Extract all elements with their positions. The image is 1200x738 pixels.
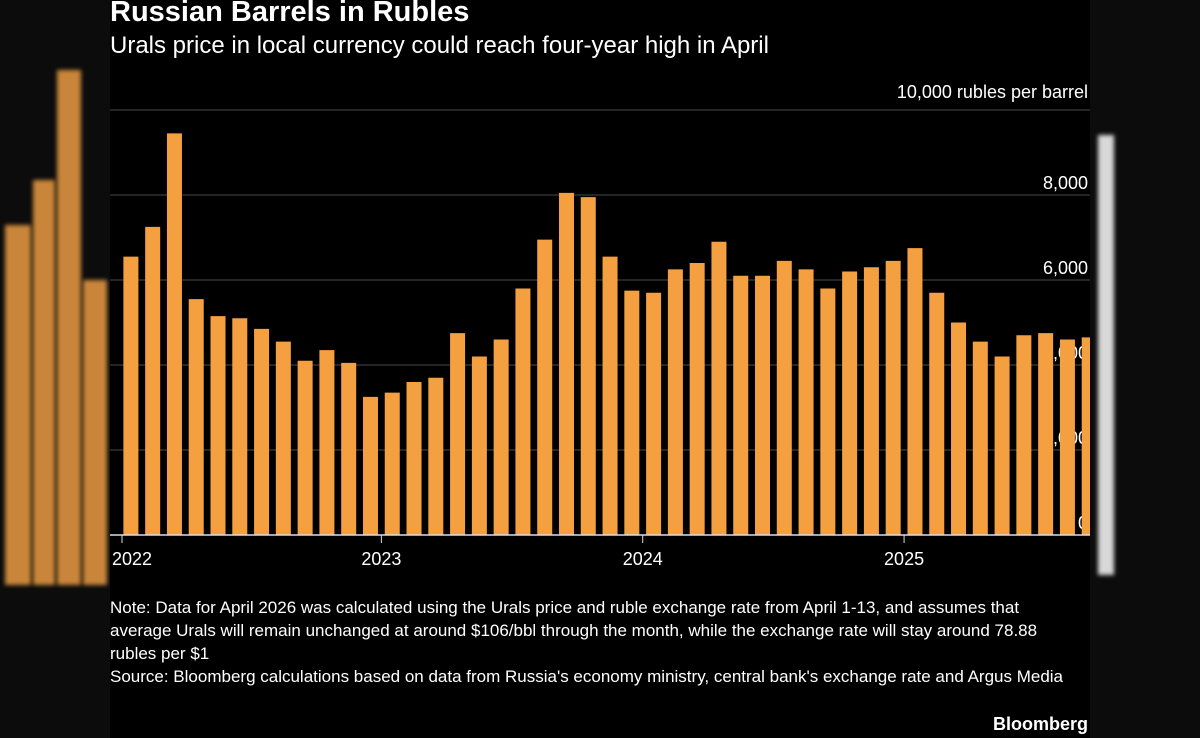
bar bbox=[362, 396, 378, 535]
bar bbox=[406, 382, 422, 535]
bar bbox=[558, 192, 574, 535]
blurred-bar bbox=[33, 180, 55, 585]
bar bbox=[123, 256, 139, 535]
chart-title: Russian Barrels in Rubles bbox=[110, 0, 470, 28]
x-tick-label: 2025 bbox=[884, 549, 924, 569]
source-text: Source: Bloomberg calculations based on … bbox=[110, 667, 1064, 686]
background-blur-right bbox=[1090, 0, 1200, 738]
y-tick-label: 8,000 bbox=[1043, 173, 1088, 193]
footnote: Note: Data for April 2026 was calculated… bbox=[110, 596, 1085, 688]
bar bbox=[667, 269, 683, 535]
bar bbox=[755, 275, 771, 535]
bar bbox=[537, 239, 553, 535]
bar bbox=[145, 226, 161, 535]
background-blur-left bbox=[0, 0, 110, 738]
bar bbox=[166, 133, 182, 535]
bar bbox=[842, 271, 858, 535]
bloomberg-logo: Bloomberg bbox=[992, 714, 1088, 734]
bar bbox=[493, 339, 509, 535]
bar bbox=[929, 292, 945, 535]
bar bbox=[972, 341, 988, 535]
blurred-bar bbox=[5, 225, 31, 585]
bar bbox=[776, 260, 792, 535]
bar bbox=[798, 269, 814, 535]
bar bbox=[450, 333, 466, 535]
bar bbox=[602, 256, 618, 535]
bar bbox=[994, 356, 1010, 535]
bar bbox=[820, 288, 836, 535]
bar-chart: 8,0006,0004,0002,00002022202320242025202… bbox=[110, 109, 1090, 569]
bar bbox=[907, 248, 923, 535]
bar bbox=[646, 292, 662, 535]
bar bbox=[1081, 337, 1090, 535]
bar bbox=[319, 350, 335, 535]
bar bbox=[885, 260, 901, 535]
bar bbox=[275, 341, 291, 535]
y-tick-label: 6,000 bbox=[1043, 258, 1088, 278]
bar bbox=[951, 322, 967, 535]
chart-subtitle: Urals price in local currency could reac… bbox=[110, 32, 769, 59]
bar bbox=[384, 392, 400, 535]
blurred-bar bbox=[57, 70, 81, 585]
x-tick-label: 2022 bbox=[112, 549, 152, 569]
blurred-highlight-bar bbox=[1098, 135, 1114, 575]
chart-card: Russian Barrels in Rubles Urals price in… bbox=[110, 0, 1090, 738]
x-tick-label: 2024 bbox=[623, 549, 663, 569]
bar bbox=[232, 318, 248, 535]
bar bbox=[624, 290, 640, 535]
bar bbox=[341, 362, 357, 535]
bar bbox=[1059, 339, 1075, 535]
bar bbox=[1038, 333, 1054, 535]
bar bbox=[863, 267, 879, 535]
bar bbox=[297, 360, 313, 535]
y-axis-unit-label: 10,000 rubles per barrel bbox=[896, 82, 1088, 102]
bar bbox=[210, 316, 226, 535]
bar bbox=[711, 241, 727, 535]
bar bbox=[471, 356, 487, 535]
bar bbox=[1016, 335, 1032, 535]
bar bbox=[428, 377, 444, 535]
bar bbox=[689, 263, 705, 535]
bar bbox=[733, 275, 749, 535]
bar bbox=[515, 288, 531, 535]
bar bbox=[580, 197, 596, 535]
x-tick-label: 2023 bbox=[361, 549, 401, 569]
bar bbox=[188, 299, 204, 535]
blurred-bar bbox=[83, 280, 107, 585]
note-text: Note: Data for April 2026 was calculated… bbox=[110, 598, 1038, 663]
bar bbox=[254, 328, 270, 535]
